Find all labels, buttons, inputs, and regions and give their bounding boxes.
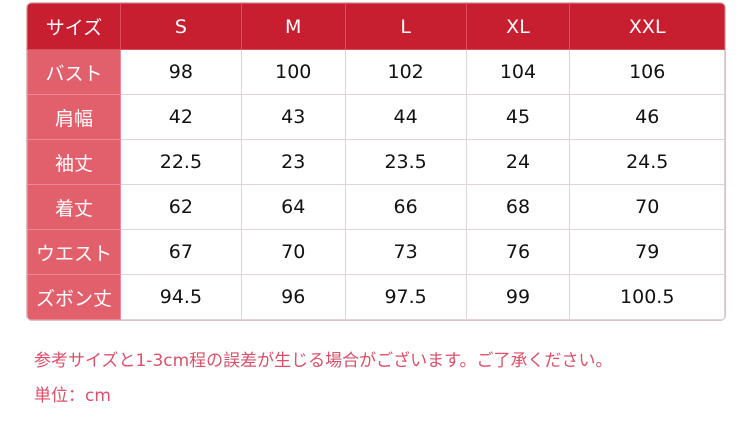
table-cell: 96 — [240, 274, 346, 320]
table-cell: 24 — [465, 139, 571, 185]
table-cell: 23.5 — [344, 139, 467, 185]
table-cell: 22.5 — [120, 139, 242, 185]
row-label: ズボン丈 — [27, 274, 121, 320]
table-cell: 44 — [344, 94, 467, 140]
table-cell: 64 — [240, 184, 346, 230]
size-header: M — [240, 3, 346, 50]
table-row: 肩幅 42 43 44 45 46 — [27, 94, 725, 140]
table-cell: 45 — [465, 94, 571, 140]
table-cell: 42 — [120, 94, 242, 140]
table-cell: 66 — [344, 184, 467, 230]
table-cell: 76 — [465, 229, 571, 275]
table-row: 袖丈 22.5 23 23.5 24 24.5 — [27, 139, 725, 185]
size-header: XL — [465, 3, 571, 50]
table-cell: 68 — [465, 184, 571, 230]
table-cell: 43 — [240, 94, 346, 140]
table-cell: 46 — [569, 94, 725, 140]
row-label: ウエスト — [27, 229, 121, 275]
row-label: 肩幅 — [27, 94, 121, 140]
table-cell: 98 — [120, 49, 242, 95]
table-row: 着丈 62 64 66 68 70 — [27, 184, 725, 230]
table-row: ズボン丈 94.5 96 97.5 99 100.5 — [27, 274, 725, 320]
size-header: L — [344, 3, 467, 50]
row-label: バスト — [27, 49, 121, 95]
row-label: 着丈 — [27, 184, 121, 230]
table-cell: 94.5 — [120, 274, 242, 320]
table-cell: 104 — [465, 49, 571, 95]
note-text: 参考サイズと1-3cm程の誤差が生じる場合がございます。ご了承ください。 — [34, 351, 613, 371]
table-cell: 23 — [240, 139, 346, 185]
table-row: ウエスト 67 70 73 76 79 — [27, 229, 725, 275]
size-header: S — [120, 3, 242, 50]
table-cell: 70 — [240, 229, 346, 275]
table-row: バスト 98 100 102 104 106 — [27, 49, 725, 95]
table-cell: 100 — [240, 49, 346, 95]
table-cell: 62 — [120, 184, 242, 230]
table-cell: 73 — [344, 229, 467, 275]
size-header: XXL — [569, 3, 725, 50]
size-label-header: サイズ — [27, 3, 121, 50]
table-cell: 67 — [120, 229, 242, 275]
table-cell: 97.5 — [344, 274, 467, 320]
unit-text: 単位：cm — [34, 386, 111, 406]
table-cell: 79 — [569, 229, 725, 275]
table-cell: 100.5 — [569, 274, 725, 320]
size-chart: サイズ S M L XL XXL バスト 98 100 102 104 106 肩幅 42 43 44 45 4… — [26, 2, 726, 321]
table-cell: 24.5 — [569, 139, 725, 185]
table-cell: 99 — [465, 274, 571, 320]
table-cell: 106 — [569, 49, 725, 95]
header-row: サイズ S M L XL XXL — [27, 3, 725, 50]
table-cell: 70 — [569, 184, 725, 230]
table-cell: 102 — [344, 49, 467, 95]
row-label: 袖丈 — [27, 139, 121, 185]
